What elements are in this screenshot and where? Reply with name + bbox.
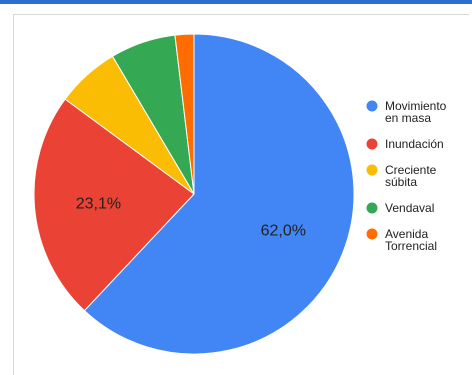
legend-item-vendaval[interactable]: Vendaval <box>366 201 435 215</box>
legend-label-creciente-subita: súbita <box>385 175 417 189</box>
legend-label-inundacion: Inundación <box>385 137 444 151</box>
legend-item-inundacion[interactable]: Inundación <box>366 137 444 151</box>
legend-swatch-avenida-torrencial <box>366 228 378 240</box>
top-accent-bar <box>0 0 472 4</box>
legend-swatch-vendaval <box>366 202 378 214</box>
data-label-movimiento-en-masa: 62,0% <box>261 222 306 239</box>
legend-swatch-inundacion <box>366 138 378 150</box>
legend-label-avenida-torrencial: Avenida <box>385 227 428 241</box>
pie-slice-avenida-torrencial[interactable] <box>174 33 195 195</box>
legend-label-creciente-subita: Creciente <box>385 163 437 177</box>
pie-slice-inundacion[interactable] <box>33 98 195 312</box>
legend-label-avenida-torrencial: Torrencial <box>385 239 437 253</box>
data-label-inundacion: 23,1% <box>76 196 121 213</box>
legend-swatch-creciente-subita <box>366 164 378 176</box>
pie-slice-movimiento-en-masa[interactable] <box>83 33 355 355</box>
legend-label-movimiento-en-masa: Movimiento <box>385 99 447 113</box>
legend-swatch-movimiento-en-masa <box>366 100 378 112</box>
legend-label-movimiento-en-masa: en masa <box>385 111 431 125</box>
legend-label-vendaval: Vendaval <box>385 201 434 215</box>
